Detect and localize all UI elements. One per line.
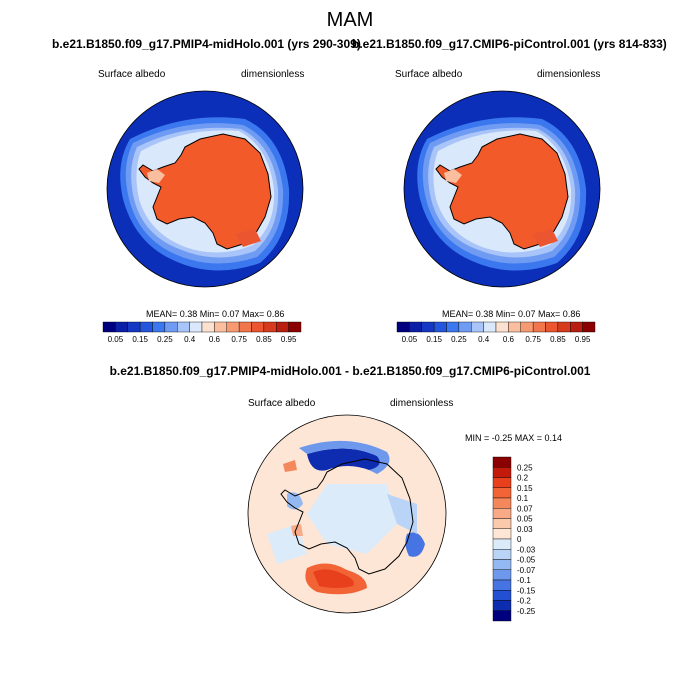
left-colorbar-tick-label: 0.05 (108, 335, 124, 344)
left-colorbar-swatch (127, 321, 141, 333)
left-colorbar-tick-label: 0.85 (256, 335, 272, 344)
left-colorbar-tick-label: 0.75 (231, 335, 247, 344)
left-case-title: b.e21.B1850.f09_g17.PMIP4-midHolo.001 (y… (52, 37, 361, 51)
right-colorbar-swatch (409, 321, 422, 333)
right-colorbar-tick-label: 0.4 (478, 335, 490, 344)
right-colorbar-swatch (458, 321, 472, 333)
diff-stats: MIN = -0.25 MAX = 0.14 (465, 433, 563, 443)
left-colorbar-tick-label: 0.15 (132, 335, 148, 344)
left-colorbar-swatch (226, 321, 240, 333)
right-colorbar-swatch (471, 321, 484, 333)
right-colorbar-tick-label: 0.95 (575, 335, 591, 344)
left-colorbar-swatch (152, 321, 166, 333)
diff-colorbar-tick-label: -0.07 (517, 566, 536, 575)
left-colorbar-swatch (115, 321, 128, 333)
diff-colorbar-swatch (492, 467, 512, 478)
right-colorbar-swatch (545, 321, 559, 333)
right-colorbar-swatch (433, 321, 447, 333)
diff-colorbar-swatch (492, 487, 512, 499)
right-colorbar-swatch (508, 321, 521, 333)
diff-colorbar-swatch (492, 579, 512, 591)
left-units-label: dimensionless (241, 69, 305, 80)
left-colorbar-swatch (102, 321, 116, 333)
diff-colorbar-swatch (492, 456, 512, 468)
right-colorbar-swatch (520, 321, 534, 333)
left-colorbar-swatch (164, 321, 178, 333)
left-colorbar-swatch (177, 321, 190, 333)
diff-colorbar-tick-label: -0.03 (517, 545, 536, 554)
diff-colorbar-tick-label: 0.05 (517, 515, 533, 524)
diff-colorbar-tick-label: 0.1 (517, 494, 529, 503)
diff-colorbar-swatch (492, 569, 512, 581)
right-colorbar-tick-label: 0.6 (503, 335, 515, 344)
left-colorbar-swatch (214, 321, 227, 333)
diff-colorbar-tick-label: 0.03 (517, 525, 533, 534)
left-colorbar-swatch (139, 321, 153, 333)
left-colorbar-tick-label: 0.95 (281, 335, 297, 344)
diff-colorbar-tick-label: 0.2 (517, 474, 529, 483)
diff-colorbar-tick-label: 0.25 (517, 463, 533, 472)
right-albedo-map (403, 90, 601, 288)
right-colorbar-swatch (421, 321, 435, 333)
left-colorbar-tick-label: 0.4 (184, 335, 196, 344)
left-colorbar-tick-label: 0.25 (157, 335, 173, 344)
diff-colorbar-swatch (492, 559, 512, 570)
right-colorbar-swatch (495, 321, 509, 333)
right-colorbar-tick-label: 0.15 (426, 335, 442, 344)
diff-colorbar-swatch (492, 610, 512, 622)
diff-units-label: dimensionless (390, 398, 454, 409)
diff-variable-label: Surface albedo (248, 398, 316, 409)
diff-colorbar-swatch (492, 528, 512, 540)
left-colorbar-swatch (288, 321, 302, 333)
diff-colorbar-swatch (492, 549, 512, 560)
right-stats: MEAN= 0.38 Min= 0.07 Max= 0.86 (442, 309, 581, 319)
diff-colorbar-tick-label: 0.07 (517, 504, 533, 513)
difference-title: b.e21.B1850.f09_g17.PMIP4-midHolo.001 - … (109, 364, 591, 378)
right-colorbar-swatch (532, 321, 546, 333)
right-colorbar-swatch (396, 321, 410, 333)
right-colorbar-swatch (483, 321, 497, 333)
difference-map (247, 414, 447, 614)
left-colorbar-swatch (263, 321, 277, 333)
diff-colorbar-swatch (492, 538, 512, 550)
diff-colorbar-swatch (492, 477, 512, 488)
season-title: MAM (326, 9, 374, 31)
diff-colorbar-tick-label: 0.15 (517, 484, 533, 493)
diff-colorbar-tick-label: -0.2 (517, 597, 531, 606)
left-variable-label: Surface albedo (98, 69, 166, 80)
right-units-label: dimensionless (537, 69, 601, 80)
diff-colorbar-swatch (492, 518, 512, 529)
left-colorbar-tick-label: 0.6 (209, 335, 221, 344)
diff-colorbar-tick-label: -0.05 (517, 556, 536, 565)
left-colorbar-swatch (201, 321, 215, 333)
right-colorbar-swatch (582, 321, 596, 333)
diff-colorbar-tick-label: -0.25 (517, 607, 536, 616)
diff-colorbar-swatch (492, 590, 512, 601)
right-colorbar-swatch (557, 321, 571, 333)
right-colorbar-tick-label: 0.75 (525, 335, 541, 344)
right-variable-label: Surface albedo (395, 69, 463, 80)
left-colorbar-swatch (189, 321, 203, 333)
left-colorbar-swatch (276, 321, 289, 333)
diff-colorbar-swatch (492, 600, 512, 611)
diff-colorbar-tick-label: 0 (517, 535, 522, 544)
diff-colorbar-swatch (492, 508, 512, 519)
right-colorbar-swatch (570, 321, 583, 333)
left-colorbar-swatch (238, 321, 252, 333)
left-stats: MEAN= 0.38 Min= 0.07 Max= 0.86 (146, 309, 285, 319)
right-colorbar-tick-label: 0.25 (451, 335, 467, 344)
diff-colorbar-swatch (492, 497, 512, 509)
right-case-title: b.e21.B1850.f09_g17.CMIP6-piControl.001 … (352, 37, 667, 51)
left-colorbar-swatch (251, 321, 265, 333)
diff-colorbar-tick-label: -0.15 (517, 586, 536, 595)
right-colorbar-tick-label: 0.05 (402, 335, 418, 344)
right-colorbar-tick-label: 0.85 (550, 335, 566, 344)
right-colorbar-swatch (446, 321, 460, 333)
left-albedo-map (106, 90, 304, 288)
diff-colorbar-tick-label: -0.1 (517, 576, 531, 585)
